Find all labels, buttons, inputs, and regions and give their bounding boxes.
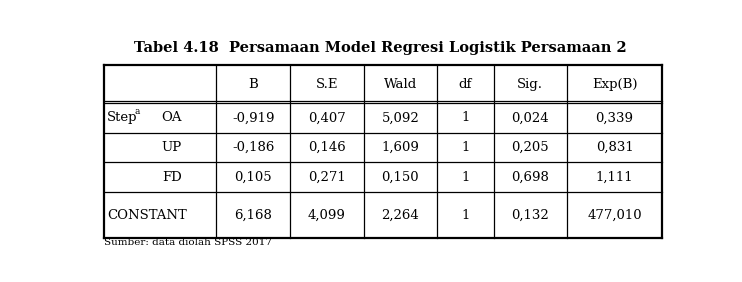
Text: FD: FD bbox=[162, 171, 182, 184]
Text: B: B bbox=[249, 78, 258, 91]
Text: 0,271: 0,271 bbox=[308, 171, 346, 184]
Text: 2,264: 2,264 bbox=[381, 209, 419, 222]
Text: Wald: Wald bbox=[384, 78, 417, 91]
Text: 4,099: 4,099 bbox=[308, 209, 346, 222]
Text: 0,698: 0,698 bbox=[511, 171, 549, 184]
Text: CONSTANT: CONSTANT bbox=[107, 209, 187, 222]
Text: 1,609: 1,609 bbox=[381, 141, 419, 154]
Text: 1: 1 bbox=[462, 141, 470, 154]
Text: 1: 1 bbox=[462, 171, 470, 184]
Text: 0,132: 0,132 bbox=[511, 209, 549, 222]
Text: 0,150: 0,150 bbox=[381, 171, 419, 184]
Text: 5,092: 5,092 bbox=[381, 111, 419, 124]
Text: OA: OA bbox=[162, 111, 182, 124]
Text: 0,339: 0,339 bbox=[596, 111, 634, 124]
Text: 0,407: 0,407 bbox=[308, 111, 346, 124]
Text: Tabel 4.18  Persamaan Model Regresi Logistik Persamaan 2: Tabel 4.18 Persamaan Model Regresi Logis… bbox=[134, 41, 627, 55]
Text: 1: 1 bbox=[462, 111, 470, 124]
Text: 0,024: 0,024 bbox=[511, 111, 549, 124]
Text: UP: UP bbox=[162, 141, 182, 154]
Text: S.E: S.E bbox=[315, 78, 338, 91]
Text: 0,146: 0,146 bbox=[308, 141, 346, 154]
Text: -0,186: -0,186 bbox=[232, 141, 275, 154]
Text: Exp(B): Exp(B) bbox=[592, 78, 637, 91]
Text: -0,919: -0,919 bbox=[232, 111, 275, 124]
Text: 0,105: 0,105 bbox=[234, 171, 272, 184]
Text: Step: Step bbox=[107, 111, 137, 124]
Text: 477,010: 477,010 bbox=[588, 209, 642, 222]
Text: 0,205: 0,205 bbox=[511, 141, 549, 154]
Text: 0,831: 0,831 bbox=[596, 141, 634, 154]
Text: df: df bbox=[459, 78, 472, 91]
Text: 6,168: 6,168 bbox=[234, 209, 272, 222]
Text: a: a bbox=[135, 107, 140, 116]
Text: Sumber: data diolah SPSS 2017: Sumber: data diolah SPSS 2017 bbox=[104, 238, 272, 247]
Text: Sig.: Sig. bbox=[517, 78, 543, 91]
Text: 1,111: 1,111 bbox=[596, 171, 634, 184]
Text: 1: 1 bbox=[462, 209, 470, 222]
